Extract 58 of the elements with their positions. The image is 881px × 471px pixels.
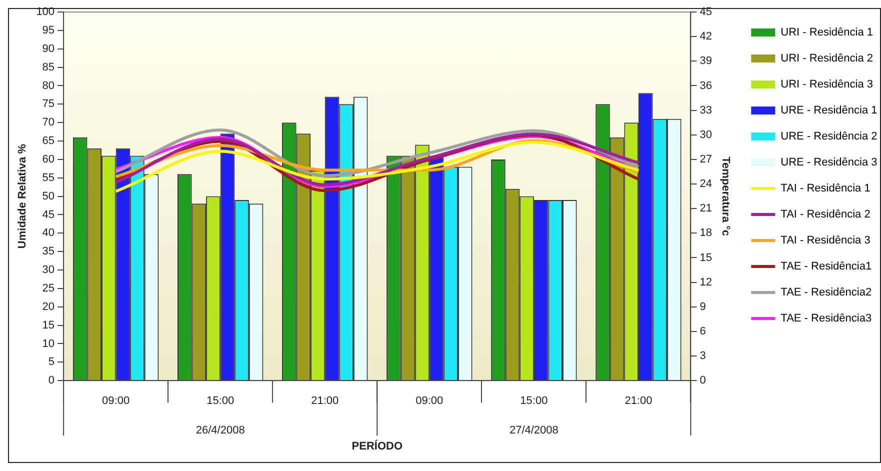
y2-tick-label: 3 [700,350,706,362]
y2-tick-label: 12 [700,276,712,288]
legend-label: URI - Residência 1 [780,26,873,39]
y-tick-label: 50 [42,190,55,202]
legend-label: URI - Residência 2 [780,52,873,65]
y-tick-label: 0 [48,374,55,387]
legend-label: URE - Residência 1 [780,104,878,117]
y-tick-label: 95 [42,24,55,36]
y2-tick-label: 15 [700,252,712,264]
y-tick-label: 55 [42,172,55,184]
y-tick-label: 40 [42,227,55,240]
y2-tick-label: 27 [700,153,712,166]
legend-label: URI - Residência 3 [780,78,873,91]
x-tick-label: 15:00 [520,395,548,408]
y2-axis-title: Temperatura °c [720,156,732,236]
y2-tick-label: 33 [700,104,712,116]
y-tick-label: 15 [42,319,55,332]
y2-tick-label: 24 [700,178,712,190]
y-tick-label: 80 [42,80,55,92]
y-tick-label: 70 [42,116,55,129]
legend-label: TAI - Residência 1 [780,182,870,195]
text: 27/4/2008 [509,424,558,437]
x-axis-title: PERÍODO [352,439,403,452]
y-tick-label: 85 [42,61,55,74]
x-tick-label: 21:00 [624,395,652,408]
legend-label: TAE - Residência2 [780,286,872,299]
legend-label: URE - Residência 3 [780,156,878,169]
y2-tick-label: 18 [700,227,712,240]
x-tick-label: 09:00 [102,395,130,408]
y-tick-label: 65 [42,135,55,148]
y-tick-label: 60 [42,153,55,166]
y-tick-label: 75 [42,98,55,110]
y-axis-title: Umidade Relativa % [16,144,29,249]
text: 26/4/2008 [196,424,245,437]
y-tick-label: 25 [42,282,55,294]
y2-tick-label: 42 [700,30,712,43]
x-tick-label: 09:00 [416,395,444,408]
y-tick-label: 35 [42,246,55,258]
y2-tick-label: 30 [700,128,712,141]
y-tick-label: 30 [42,264,55,276]
y-tick-label: 90 [42,42,55,55]
legend-label: TAI - Residência 2 [780,208,870,221]
y2-tick-label: 9 [700,300,706,313]
y-tick-label: 45 [42,208,55,221]
y2-tick-label: 0 [700,374,706,387]
x-tick-label: 15:00 [206,395,234,408]
legend-label: TAE - Residência3 [780,312,872,325]
x-tick-label: 21:00 [311,395,339,408]
y2-tick-label: 36 [700,80,712,92]
y2-tick-label: 6 [700,325,706,338]
y-tick-label: 5 [48,356,55,368]
y2-tick-label: 21 [700,202,712,215]
legend-label: TAE - Residência1 [780,260,872,273]
legend-label: TAI - Residência 3 [780,234,870,247]
y-tick-label: 20 [42,300,55,313]
y2-tick-label: 39 [700,55,712,68]
legend-label: URE - Residência 2 [780,130,878,143]
y-tick-label: 10 [42,338,55,350]
